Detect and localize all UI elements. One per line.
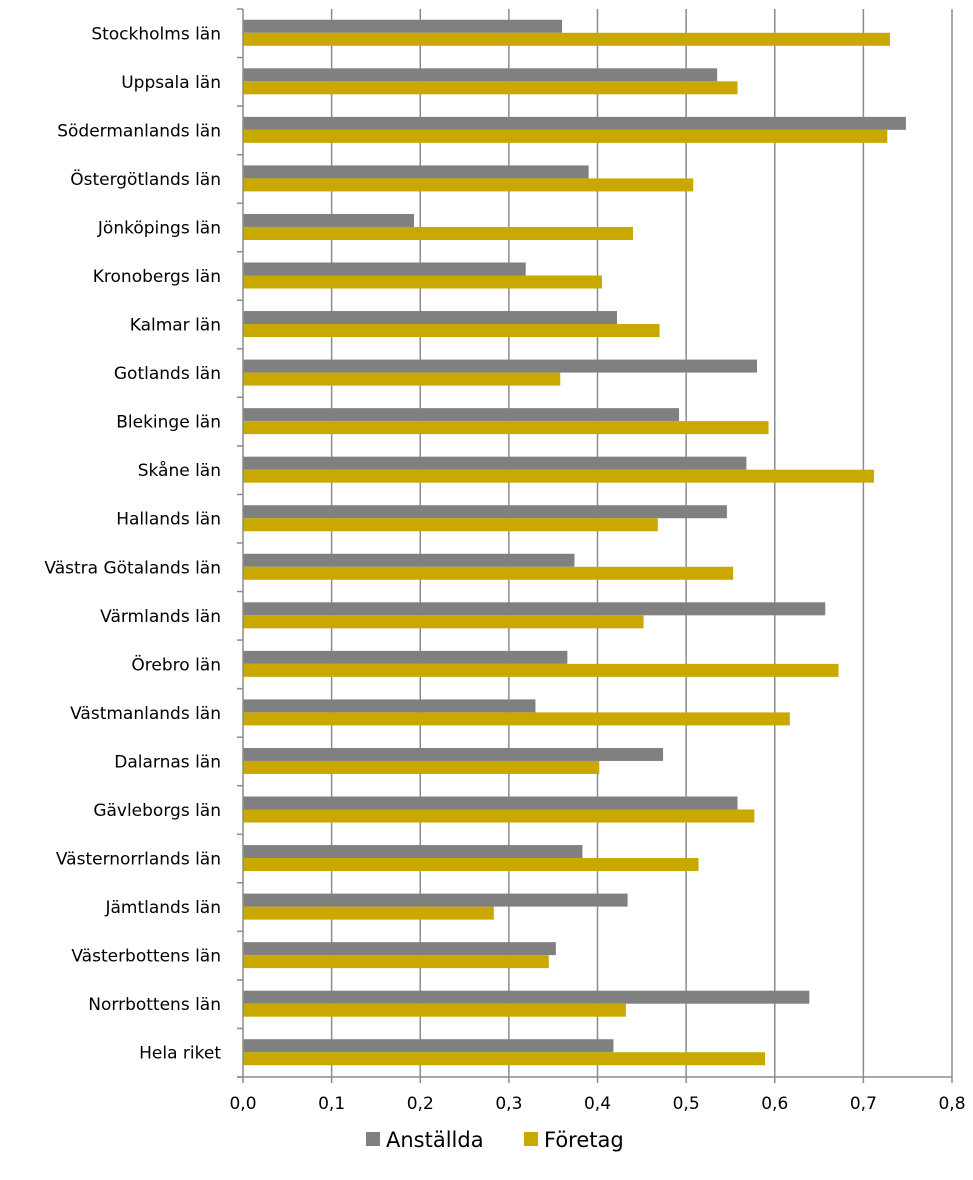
category-label: Skåne län [138,460,221,481]
category-label: Södermanlands län [57,121,221,141]
bar-anstallda [243,602,826,616]
bar-anstallda [243,408,680,422]
bar-anstallda [243,505,727,519]
bar-anstallda [243,699,536,713]
category-label: Västra Götalands län [44,558,221,578]
bar-foretag [243,712,790,726]
bar-foretag [243,129,888,143]
bar-anstallda [243,68,718,82]
bar-anstallda [243,893,628,907]
bar-foretag [243,809,755,823]
bar-foretag [243,760,600,774]
category-label: Hallands län [116,510,221,530]
category-label: Östergötlands län [70,168,221,190]
bar-foretag [243,275,602,289]
category-label: Jämtlands län [104,898,221,918]
bar-anstallda [243,311,617,325]
bar-foretag [243,178,694,192]
bar-foretag [243,906,494,920]
bar-anstallda [243,456,747,470]
bar-anstallda [243,116,906,130]
bar-anstallda [243,19,563,33]
legend-label-foretag: Företag [544,1128,624,1152]
category-label: Västernorrlands län [56,850,221,870]
bar-anstallda [243,165,589,179]
bar-foretag [243,421,769,435]
category-label: Norrbottens län [88,995,221,1015]
category-label: Blekinge län [116,413,221,433]
bar-anstallda [243,213,415,227]
x-tick-label: 0,7 [850,1094,877,1114]
bar-foretag [243,615,644,629]
bar-foretag [243,858,699,872]
bar-anstallda [243,553,575,567]
x-tick-label: 0,8 [938,1094,965,1114]
legend-label-anstallda: Anställda [386,1128,484,1152]
category-label: Dalarnas län [114,752,221,772]
bar-foretag [243,518,658,532]
legend-swatch-foretag [524,1132,538,1146]
bar-foretag [243,663,839,677]
legend-swatch-anstallda [366,1132,380,1146]
bar-anstallda [243,747,664,761]
category-label: Uppsala län [121,73,221,93]
x-tick-label: 0,0 [229,1094,256,1114]
category-label: Kronobergs län [93,267,221,287]
bar-anstallda [243,650,568,664]
bar-anstallda [243,1039,614,1053]
category-label: Hela riket [139,1044,221,1064]
x-tick-label: 0,3 [495,1094,522,1114]
category-label: Gävleborgs län [93,801,221,821]
bar-foretag [243,324,660,338]
category-label: Västmanlands län [70,704,221,724]
category-label: Värmlands län [100,607,221,627]
category-label: Örebro län [131,653,221,675]
bar-foretag [243,1003,626,1017]
bar-foretag [243,566,734,580]
x-tick-label: 0,6 [761,1094,788,1114]
bar-foretag [243,226,633,240]
bar-anstallda [243,796,738,810]
x-tick-label: 0,1 [318,1094,345,1114]
x-tick-label: 0,2 [407,1094,434,1114]
bar-anstallda [243,262,526,276]
category-label: Gotlands län [114,364,221,384]
category-label: Stockholms län [91,24,221,44]
bar-anstallda [243,359,758,373]
bar-foretag [243,955,549,969]
bar-foretag [243,372,561,386]
bar-anstallda [243,845,583,859]
category-label: Västerbottens län [71,947,221,967]
bar-anstallda [243,942,556,956]
bar-foretag [243,32,890,46]
category-label: Jönköpings län [97,218,221,238]
x-tick-label: 0,4 [584,1094,611,1114]
bar-anstallda [243,990,810,1004]
bar-foretag [243,469,875,483]
category-label: Kalmar län [130,316,221,336]
bar-foretag [243,81,738,95]
bar-foretag [243,1052,766,1066]
x-tick-label: 0,5 [673,1094,700,1114]
